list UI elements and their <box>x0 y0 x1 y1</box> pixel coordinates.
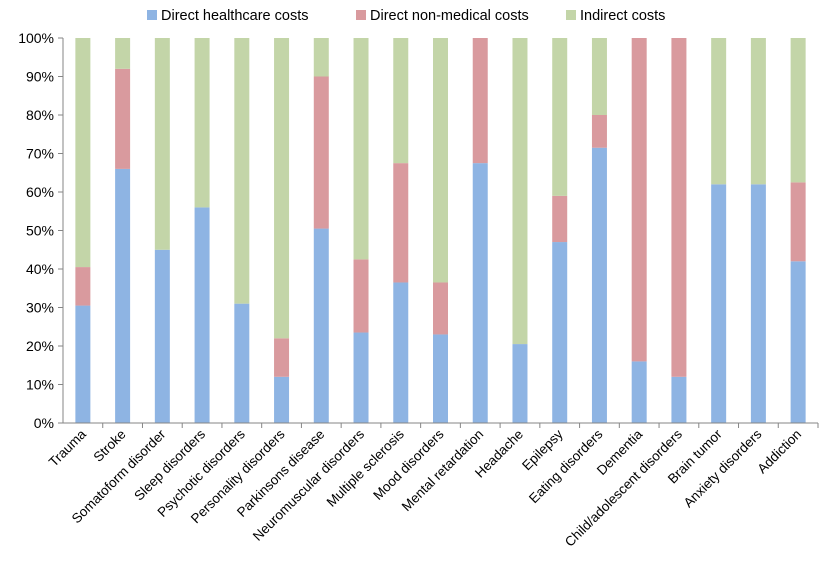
y-tick-label: 0% <box>34 415 54 431</box>
bar-segment <box>433 38 448 283</box>
bar-segment <box>274 338 290 377</box>
bar-segment <box>75 305 91 423</box>
bar-segment <box>591 38 607 115</box>
bar-segment <box>194 38 210 208</box>
bar-segment <box>234 303 250 423</box>
y-axis-ticks: 0% 10% 20% 30% 40% 50% 60% 70% 80% 90% 100% <box>18 30 63 431</box>
legend-swatch <box>356 10 366 20</box>
bar-segment <box>790 38 806 183</box>
bar-segment <box>512 344 528 423</box>
y-tick-label: 10% <box>26 377 54 393</box>
y-tick-label: 30% <box>26 300 54 316</box>
bar-segment <box>631 361 647 423</box>
y-tick-label: 100% <box>18 30 54 46</box>
bar-segment <box>313 38 329 77</box>
bar-segment <box>353 332 369 423</box>
bar-segment <box>711 38 727 185</box>
x-category-label: Mood disorders <box>370 426 447 503</box>
bar-segment <box>274 376 290 423</box>
bars <box>75 38 806 423</box>
bar-segment <box>353 259 369 333</box>
bar-segment <box>393 163 409 283</box>
bar-segment <box>353 38 369 260</box>
legend-label: Indirect costs <box>580 8 665 24</box>
y-tick-label: 60% <box>26 184 54 200</box>
bar-segment <box>591 147 607 423</box>
bar-segment <box>115 38 131 69</box>
x-category-label: Trauma <box>46 426 89 469</box>
bar-segment <box>671 38 687 377</box>
y-tick-label: 50% <box>26 223 54 239</box>
bar-segment <box>154 38 170 250</box>
bar-segment <box>154 249 170 423</box>
bar-segment <box>552 242 568 423</box>
bar-segment <box>591 115 607 148</box>
bar-segment <box>790 182 806 262</box>
bar-segment <box>711 184 727 423</box>
bar-segment <box>313 228 329 423</box>
bar-segment <box>750 184 766 423</box>
bar-segment <box>552 38 568 196</box>
legend-swatch <box>566 10 576 20</box>
y-tick-label: 70% <box>26 146 54 162</box>
y-tick-label: 20% <box>26 338 54 354</box>
bar-segment <box>512 38 528 345</box>
bar-segment <box>472 163 488 423</box>
bar-segment <box>393 38 409 164</box>
bar-segment <box>631 38 647 362</box>
legend-swatch <box>147 10 157 20</box>
bar-segment <box>194 207 210 423</box>
legend-label: Direct healthcare costs <box>161 8 308 24</box>
bar-segment <box>671 376 687 423</box>
bar-segment <box>115 168 131 423</box>
bar-segment <box>75 38 91 268</box>
legend-label: Direct non-medical costs <box>370 8 529 24</box>
legend: Direct healthcare costs Direct non-medica… <box>147 8 665 24</box>
x-category-label: Stroke <box>91 427 129 465</box>
bar-segment <box>313 76 329 229</box>
bar-segment <box>274 38 290 339</box>
bar-segment <box>433 282 448 335</box>
bar-segment <box>393 282 409 423</box>
bar-segment <box>790 261 806 423</box>
x-category-label: Sleep disorders <box>131 426 208 503</box>
bar-segment <box>472 38 488 164</box>
y-tick-label: 90% <box>26 69 54 85</box>
bar-segment <box>552 195 568 243</box>
bar-segment <box>75 267 91 306</box>
bar-segment <box>433 334 448 423</box>
y-tick-label: 80% <box>26 107 54 123</box>
bar-segment <box>115 68 131 169</box>
x-category-label: Addiction <box>754 427 804 477</box>
y-tick-label: 40% <box>26 261 54 277</box>
bar-segment <box>750 38 766 185</box>
bar-segment <box>234 38 250 304</box>
